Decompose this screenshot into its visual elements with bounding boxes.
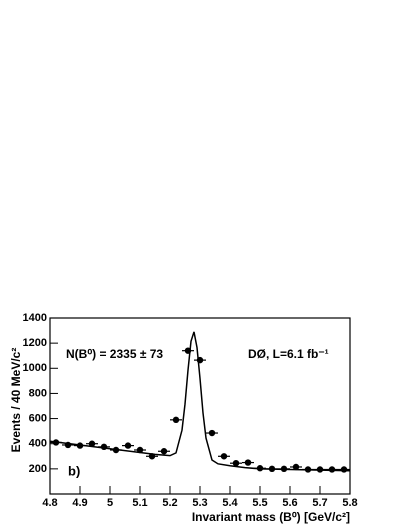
data-point bbox=[268, 465, 276, 473]
data-point bbox=[304, 466, 312, 473]
data-point bbox=[256, 465, 264, 472]
y-tick-label: 1400 bbox=[23, 312, 47, 324]
data-point bbox=[328, 466, 336, 473]
y-tick-label: 1000 bbox=[23, 362, 47, 374]
data-point bbox=[160, 448, 168, 455]
annotation: b) bbox=[68, 463, 80, 478]
x-tick-label: 5.1 bbox=[132, 497, 147, 509]
data-point bbox=[340, 466, 348, 473]
data-point bbox=[100, 443, 108, 451]
data-point bbox=[220, 453, 228, 460]
x-tick-label: 5.4 bbox=[222, 497, 238, 509]
data-point bbox=[184, 347, 192, 354]
data-point bbox=[124, 442, 132, 449]
data-point bbox=[172, 416, 180, 424]
y-tick-label: 400 bbox=[29, 438, 47, 450]
data-point bbox=[244, 459, 252, 466]
y-tick-label: 1200 bbox=[23, 337, 47, 349]
data-point bbox=[280, 465, 288, 473]
x-axis-label: Invariant mass (B⁰) [GeV/c²] bbox=[192, 510, 350, 524]
data-point bbox=[208, 429, 216, 437]
y-tick-label: 800 bbox=[29, 387, 47, 399]
x-tick-label: 4.8 bbox=[42, 497, 57, 509]
x-tick-label: 5.5 bbox=[252, 497, 267, 509]
plot-frame bbox=[49, 317, 351, 495]
data-point bbox=[76, 442, 84, 449]
x-tick-label: 4.9 bbox=[72, 497, 87, 509]
annotation: DØ, L=6.1 fb⁻¹ bbox=[248, 347, 329, 361]
data-point bbox=[88, 440, 96, 447]
x-tick-label: 5.7 bbox=[312, 497, 327, 509]
data-point bbox=[292, 463, 300, 471]
annotation: N(B⁰) = 2335 ± 73 bbox=[66, 347, 163, 361]
data-point bbox=[112, 446, 120, 454]
data-point bbox=[148, 453, 156, 460]
x-tick-label: 5.6 bbox=[282, 497, 297, 509]
x-tick-label: 5 bbox=[107, 497, 113, 509]
x-tick-label: 5.3 bbox=[192, 497, 207, 509]
y-tick-label: 200 bbox=[29, 463, 47, 475]
data-point bbox=[52, 439, 60, 446]
y-tick-label: 600 bbox=[29, 412, 47, 424]
data-point bbox=[136, 446, 144, 454]
x-tick-label: 5.8 bbox=[342, 497, 357, 509]
data-point bbox=[316, 466, 324, 473]
x-tick-label: 5.2 bbox=[162, 497, 177, 509]
data-point bbox=[64, 441, 72, 449]
data-point bbox=[196, 356, 204, 364]
y-axis-label: Events / 40 MeV/c² bbox=[9, 348, 23, 453]
data-point bbox=[232, 460, 240, 467]
